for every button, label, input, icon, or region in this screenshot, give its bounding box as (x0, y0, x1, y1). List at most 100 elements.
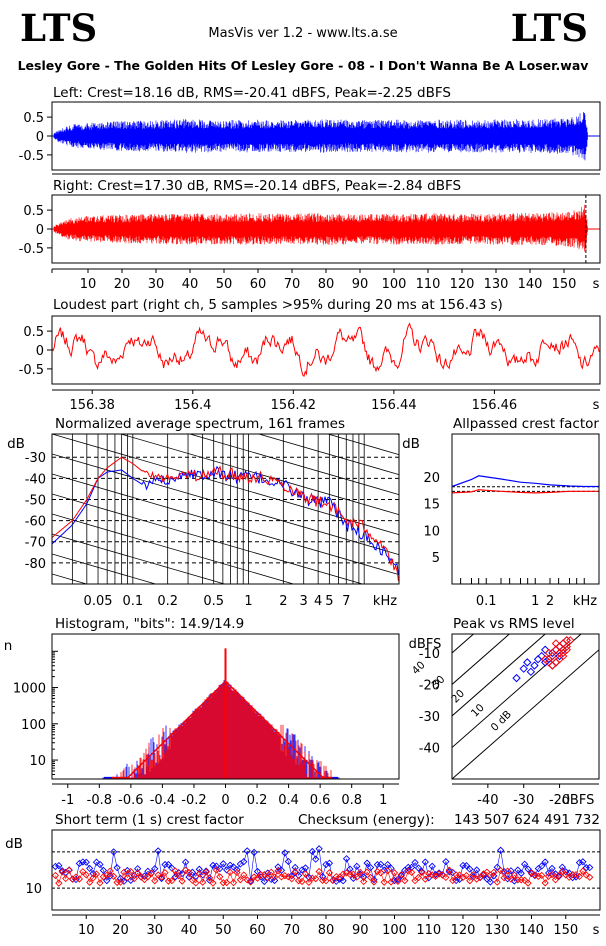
right-waveform-signal (53, 204, 588, 252)
crest-point-right (421, 875, 429, 883)
crest-point-right (264, 874, 272, 882)
right-waveform-title: Right: Crest=17.30 dB, RMS=-20.14 dBFS, … (53, 178, 461, 194)
crest-point-right (123, 874, 131, 882)
loudest-part-signal (51, 322, 600, 378)
x-tick-label: 1 (531, 594, 539, 609)
x-unit-label: kHz (573, 594, 597, 609)
crest-point-right (363, 868, 371, 876)
grid-diag (257, 434, 399, 476)
crest-point-right (178, 877, 186, 885)
crest-point-right (356, 868, 364, 877)
crest-point-left (151, 865, 159, 873)
crest-point-left (185, 873, 193, 881)
crest-point-left (397, 871, 405, 880)
y-tick-label: -40 (25, 472, 46, 487)
crest-point-right (548, 870, 556, 879)
crest-point-right (534, 872, 542, 880)
crest-point-right (240, 871, 248, 879)
peak-vs-rms-title: Peak vs RMS level (453, 616, 575, 632)
crest-point-left (181, 858, 190, 866)
crest-point-right (72, 873, 80, 881)
x-tick-label: 150 (553, 923, 578, 938)
crest-point-right (531, 871, 539, 879)
crest-point-right (466, 877, 474, 885)
crest-point-right (175, 872, 183, 880)
crest-point-right (120, 868, 128, 876)
x-tick-label: 30 (146, 923, 163, 938)
crest-point-left (428, 862, 436, 870)
crest-point-left (411, 858, 419, 867)
crest-point-left (322, 860, 330, 869)
y-tick-label: -20 (419, 678, 440, 693)
crest-point-right (212, 866, 221, 874)
crest-point-right (459, 873, 467, 881)
histogram-panel: Histogram, "bits": 14.9/14.9n100010010-1… (4, 616, 399, 808)
x-tick-label: 0.4 (278, 793, 299, 808)
crest-point-left (86, 864, 94, 873)
crest-point-right (579, 867, 587, 875)
crest-point-left (442, 858, 450, 866)
crest-point-left (164, 860, 173, 869)
crest-point-right (339, 870, 347, 878)
x-tick-label: 90 (352, 923, 369, 938)
crest-right (451, 489, 599, 494)
y-tick-label: -60 (25, 515, 46, 530)
y-tick-label: 0 (36, 130, 44, 145)
scatter-point-left (526, 667, 536, 677)
crest-point-left (260, 877, 268, 886)
crest-point-left (497, 846, 505, 854)
scatter-point-left (530, 661, 539, 670)
crest-point-right (438, 871, 447, 879)
grid-diag (52, 493, 364, 584)
spectrum-left (52, 465, 399, 576)
crest-point-right (58, 868, 66, 876)
histogram-envelope-right (112, 680, 332, 779)
crest-point-left (377, 860, 385, 868)
x-tick-label: 40 (181, 923, 198, 938)
crest-point-left (157, 874, 166, 883)
crest-point-right (62, 874, 70, 883)
left-waveform-panel: Left: Crest=18.16 dB, RMS=-20.41 dBFS, P… (19, 85, 600, 175)
crest-point-left (514, 866, 522, 874)
x-tick-label: 30 (148, 277, 165, 292)
crest-point-right (116, 878, 125, 886)
crest-point-left (92, 858, 101, 866)
x-tick-label: 70 (283, 923, 300, 938)
crest-point-right (572, 871, 580, 879)
crest-point-left (527, 869, 536, 878)
x-tick-label: 2 (279, 594, 287, 609)
crest-point-left (212, 862, 221, 870)
crest-point-right (277, 873, 286, 881)
crest-point-left (521, 860, 529, 868)
crest-point-left (462, 862, 471, 870)
crest-point-left (55, 861, 63, 870)
crest-point-left (264, 869, 272, 877)
crest-point-left (435, 869, 443, 877)
average-spectrum-panel: Normalized average spectrum, 161 frames d… (7, 416, 399, 609)
y-tick-label: -0.5 (19, 149, 44, 164)
crest-point-right (171, 867, 179, 875)
x-tick-label: 0.8 (341, 793, 362, 808)
crest-point-right (55, 879, 63, 887)
crest-point-right (226, 868, 234, 876)
crest-point-left (178, 869, 186, 878)
x-tick-label: -20 (549, 793, 570, 808)
crest-point-right (103, 871, 111, 879)
crest-point-right (510, 871, 519, 879)
crest-point-right (558, 867, 566, 876)
x-tick-label: 40 (182, 277, 199, 292)
crest-point-left (240, 858, 248, 866)
scatter-point-right (544, 658, 554, 667)
x-tick-label: 120 (450, 277, 475, 292)
crest-point-left (216, 864, 224, 873)
crest-point-right (428, 871, 436, 879)
crest-point-left (373, 861, 382, 869)
crest-point-left (586, 863, 594, 872)
x-tick-label: 5 (325, 594, 333, 609)
x-tick-label: 100 (382, 277, 407, 292)
crest-point-left (387, 864, 395, 872)
crest-point-right (219, 879, 227, 887)
x-tick-label: 1 (244, 594, 252, 609)
logo-left: LTS (20, 6, 98, 50)
x-tick-label: 130 (484, 277, 509, 292)
